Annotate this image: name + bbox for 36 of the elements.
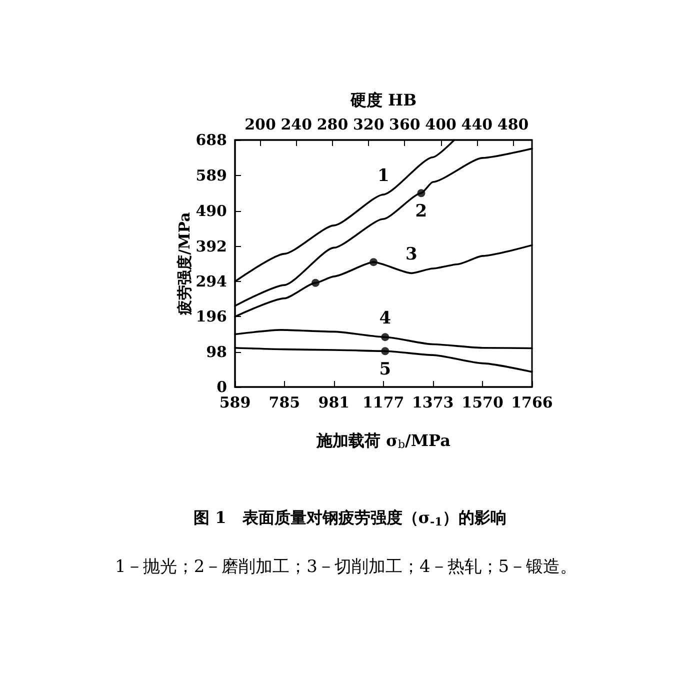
- x2-axis-title: 硬度 HB: [349, 90, 417, 110]
- x2-tick-label: 200: [244, 116, 276, 134]
- point: [370, 258, 378, 266]
- y-tick-label: 589: [196, 166, 227, 185]
- x-tick-label: 1766: [511, 394, 553, 412]
- point: [381, 347, 390, 356]
- y-tick-label: 98: [206, 342, 227, 361]
- x-tick-label: 1373: [412, 394, 454, 412]
- series-label: 2: [415, 202, 428, 222]
- x-tick-label: 589: [219, 394, 251, 412]
- x-tick-label: 1570: [462, 394, 504, 412]
- x2-tick-label: 320: [352, 116, 384, 134]
- series-label: 5: [379, 360, 392, 380]
- y-tick-label: 392: [196, 237, 227, 256]
- x2-tick-label: 240: [280, 116, 312, 134]
- point: [417, 189, 426, 198]
- x2-tick-label: 280: [316, 116, 348, 134]
- y-tick-label: 490: [196, 202, 227, 220]
- series-label: 3: [405, 244, 418, 265]
- x2-tick-label: 360: [389, 116, 420, 134]
- series-label: 1: [377, 166, 390, 186]
- y-tick-label: 688: [196, 131, 227, 149]
- x2-tick-label: 400: [425, 116, 456, 134]
- y-tick-label: 0: [216, 378, 227, 396]
- x-tick-label: 785: [268, 394, 300, 412]
- point: [381, 333, 390, 342]
- y-tick-label: 294: [196, 272, 227, 290]
- y-axis-title: 疲劳强度/MPa: [175, 212, 194, 316]
- series-label: 4: [379, 308, 392, 329]
- y-tick-label: 196: [196, 308, 227, 326]
- point: [312, 278, 320, 287]
- x-tick-label: 1177: [362, 394, 404, 412]
- text: 1－抛光；2－磨削加工；3－切削加工；4－热轧；5－锻造。: [115, 557, 578, 577]
- x2-tick-label: 440: [461, 116, 493, 134]
- x2-tick-label: 480: [497, 116, 529, 134]
- x-tick-label: 981: [318, 394, 350, 412]
